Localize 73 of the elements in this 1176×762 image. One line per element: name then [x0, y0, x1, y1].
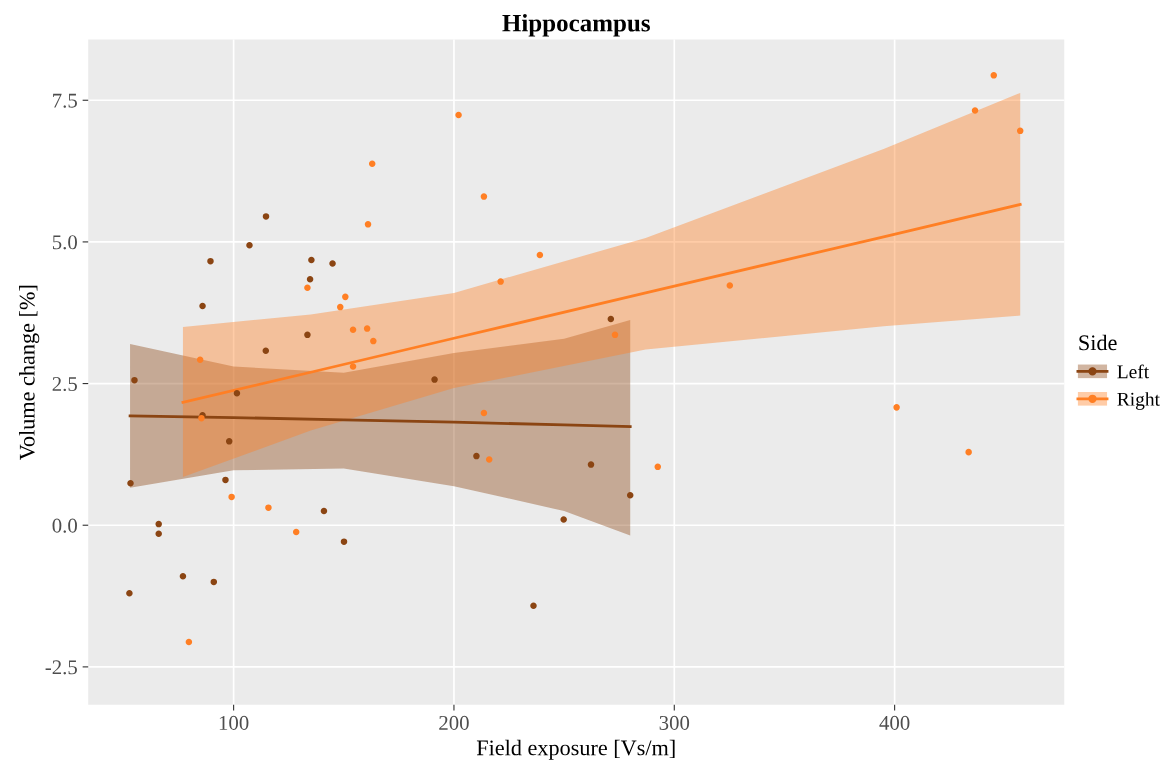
x-axis-title: Field exposure [Vs/m]	[476, 739, 675, 760]
point	[225, 438, 233, 445]
point	[196, 356, 204, 364]
point	[329, 260, 336, 267]
point	[485, 456, 493, 463]
point	[207, 257, 214, 265]
point	[262, 213, 270, 220]
x-tick-label: 300	[659, 715, 690, 730]
point	[262, 347, 270, 354]
y-tick-label: -2.5	[45, 660, 77, 675]
point	[893, 404, 900, 411]
point	[342, 293, 349, 301]
y-tick-label: 0.0	[52, 518, 77, 533]
point	[155, 520, 162, 528]
point	[965, 448, 972, 456]
point	[304, 284, 311, 292]
point	[265, 504, 272, 511]
point	[364, 221, 372, 228]
point	[497, 278, 504, 285]
point	[308, 256, 315, 264]
point	[155, 530, 162, 537]
y-tick-label: 5.0	[52, 235, 77, 250]
point	[179, 572, 187, 580]
point	[431, 376, 438, 383]
line-series	[128, 414, 632, 429]
point	[536, 251, 544, 259]
point	[560, 516, 567, 523]
point	[626, 491, 634, 499]
point	[306, 276, 314, 283]
point	[304, 331, 311, 339]
point	[126, 589, 133, 597]
point	[611, 331, 619, 339]
point	[349, 326, 357, 333]
point	[473, 452, 480, 460]
point	[587, 461, 595, 468]
legend-label: Left	[1117, 364, 1150, 379]
point	[971, 107, 979, 114]
x-tick-label: 200	[439, 715, 469, 730]
point	[210, 578, 218, 586]
line-series	[181, 203, 1022, 404]
point	[1016, 127, 1024, 135]
point	[607, 315, 615, 323]
x-tick-label: 400	[879, 715, 910, 730]
point	[340, 538, 348, 545]
point	[185, 638, 193, 646]
point	[199, 302, 206, 310]
point	[228, 493, 235, 501]
point	[530, 602, 537, 609]
point	[246, 242, 253, 249]
point	[292, 528, 300, 536]
chart-title: Hippocampus	[502, 13, 650, 37]
point	[480, 409, 488, 417]
point	[337, 303, 344, 311]
point	[480, 193, 488, 200]
point	[726, 282, 734, 289]
legend-title: Side	[1079, 334, 1117, 351]
point	[127, 480, 134, 487]
point	[363, 325, 371, 332]
point	[370, 337, 377, 345]
legend-label: Right	[1117, 392, 1160, 410]
point	[990, 72, 998, 79]
y-axis-title: Volume change [%]	[19, 285, 40, 461]
y-tick-label: 7.5	[53, 93, 77, 108]
point	[654, 463, 662, 471]
point	[368, 160, 376, 167]
point	[222, 476, 229, 484]
y-tick-label: 2.5	[52, 377, 77, 392]
point	[349, 363, 357, 370]
x-tick-label: 100	[219, 715, 249, 730]
point	[455, 111, 462, 119]
point	[233, 389, 241, 397]
point	[320, 507, 328, 515]
point	[131, 376, 138, 384]
